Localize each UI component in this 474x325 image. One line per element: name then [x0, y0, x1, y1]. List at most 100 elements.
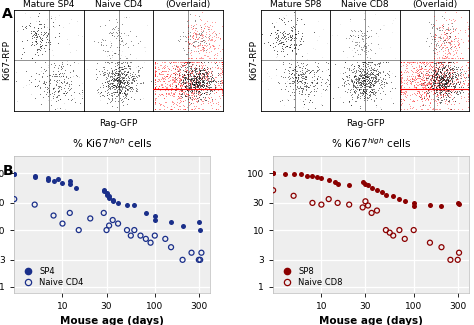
Point: [303, 84, 311, 89]
Point: [285, 81, 293, 86]
Point: [418, 95, 426, 100]
Point: [414, 72, 422, 77]
Point: [209, 23, 216, 29]
Point: [167, 106, 175, 111]
Point: [441, 32, 449, 37]
Point: [177, 94, 185, 99]
Point: [445, 73, 453, 78]
Point: [324, 78, 331, 83]
Point: [290, 75, 297, 81]
Point: [443, 30, 451, 35]
Point: [438, 72, 445, 78]
Point: [397, 72, 405, 77]
Point: [196, 41, 204, 46]
Point: [309, 80, 316, 85]
Point: [155, 76, 162, 82]
Point: [279, 46, 287, 51]
Point: [360, 87, 367, 92]
Point: [366, 88, 374, 94]
Point: [171, 89, 179, 94]
Point: [121, 88, 129, 93]
Point: [97, 42, 105, 47]
Point: [426, 61, 434, 67]
Point: [151, 61, 159, 66]
Point: [204, 78, 212, 83]
Point: [203, 24, 211, 29]
Point: [360, 81, 367, 86]
Point: [190, 93, 198, 98]
Point: [118, 84, 126, 89]
Point: [281, 44, 288, 49]
Point: [412, 68, 420, 73]
Point: [115, 30, 123, 35]
Point: [296, 78, 304, 84]
Point: [201, 85, 209, 90]
Point: [444, 50, 452, 55]
Point: [107, 39, 114, 44]
Point: [110, 83, 118, 88]
Point: [151, 85, 159, 90]
Point: [346, 32, 354, 38]
Point: [181, 86, 189, 92]
Point: [203, 73, 211, 78]
Point: [162, 99, 169, 105]
Point: [427, 84, 435, 89]
Point: [350, 73, 357, 79]
Point: [360, 32, 367, 38]
Point: [104, 72, 112, 78]
Point: [112, 30, 119, 35]
Point: [380, 80, 387, 85]
Point: [192, 88, 200, 94]
Point: [63, 81, 70, 86]
Point: [115, 37, 123, 43]
Point: [361, 66, 369, 72]
Point: [435, 25, 443, 31]
Point: [68, 96, 76, 101]
Point: [184, 25, 192, 30]
Point: [201, 86, 208, 91]
Point: [159, 82, 166, 87]
Point: [428, 74, 436, 79]
Point: [31, 30, 38, 35]
Point: [195, 60, 203, 65]
Point: [445, 87, 453, 92]
Point: [306, 98, 313, 103]
Point: [193, 87, 201, 92]
Point: [118, 76, 126, 81]
Point: [210, 29, 217, 34]
Point: [436, 84, 443, 89]
Point: [410, 83, 418, 88]
Point: [365, 83, 372, 88]
Point: [362, 90, 370, 96]
Point: [297, 86, 305, 91]
Point: [429, 74, 437, 79]
Point: [433, 52, 441, 57]
Point: [420, 86, 428, 91]
Point: [206, 27, 213, 32]
Point: [377, 79, 384, 84]
Point: [212, 56, 219, 61]
Point: [98, 80, 106, 85]
Point: [108, 78, 115, 83]
Point: [111, 98, 118, 103]
Point: [310, 73, 318, 78]
Point: [113, 78, 120, 83]
Point: [331, 179, 338, 185]
Point: [209, 96, 216, 101]
Point: [347, 79, 355, 84]
Point: [364, 64, 372, 69]
Point: [278, 18, 286, 23]
Point: [151, 70, 159, 75]
Point: [425, 92, 433, 98]
Point: [417, 96, 425, 101]
Point: [109, 97, 116, 102]
Point: [432, 88, 440, 93]
Point: [362, 73, 370, 79]
Point: [198, 76, 205, 82]
Point: [121, 72, 129, 77]
Point: [181, 77, 189, 82]
Point: [26, 15, 34, 20]
Point: [174, 86, 182, 92]
Point: [441, 71, 449, 76]
Point: [186, 60, 193, 65]
